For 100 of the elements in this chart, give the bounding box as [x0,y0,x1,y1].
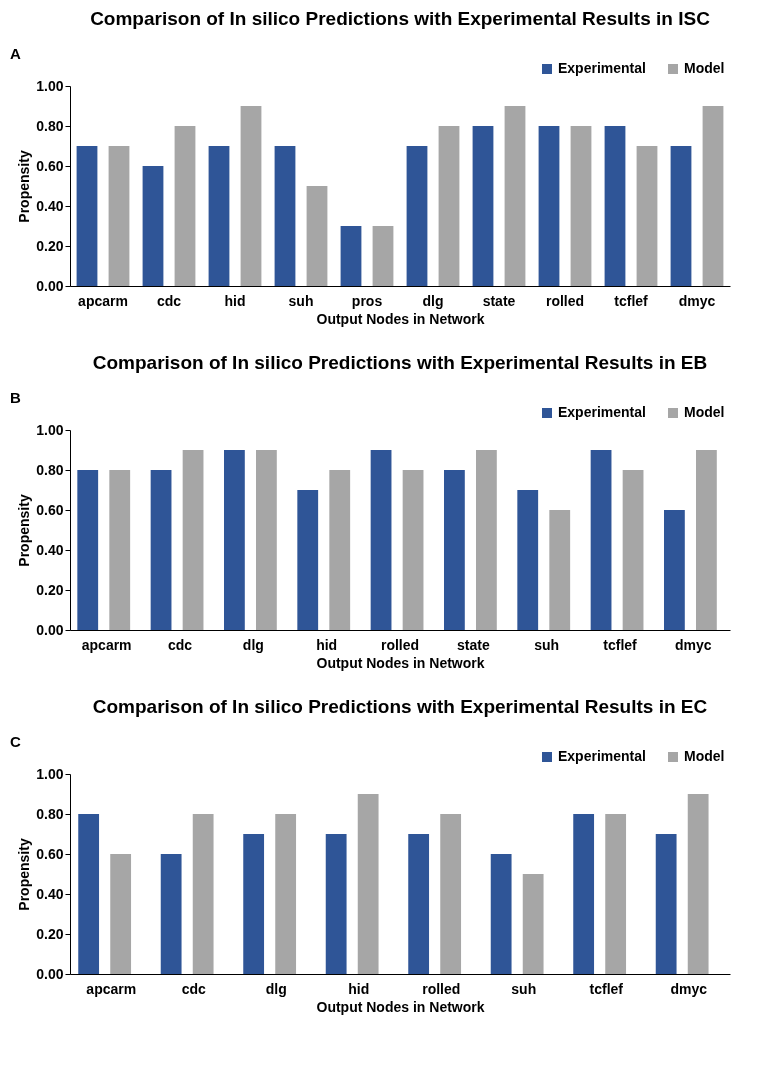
bar [174,126,196,286]
x-axis-title: Output Nodes in Network [316,998,485,1015]
chart-title: Comparison of In silico Predictions with Experimental Results in EB [92,352,708,373]
bar [274,146,296,286]
x-tick-label: rolled [422,980,461,997]
bar [622,470,644,630]
bar [370,450,392,630]
bar [472,126,494,286]
bar [77,470,99,630]
x-tick-label: hid [348,980,370,997]
y-tick-label: 0.20 [36,581,64,598]
x-tick-label: tcflef [603,636,638,653]
bar [490,854,512,974]
x-tick-label: dmyc [670,980,708,997]
x-tick-label: suh [534,636,560,653]
bar [406,146,428,286]
chart-title: Comparison of In silico Predictions with Experimental Results in EC [92,696,708,717]
bar [605,814,627,974]
bar [590,450,612,630]
bar [636,146,658,286]
y-tick-label: 0.80 [36,117,64,134]
bar [208,146,230,286]
y-tick-label: 1.00 [36,421,64,438]
y-tick-label: 0.00 [36,621,64,638]
legend-label: Model [684,60,725,76]
x-tick-label: state [482,292,516,309]
bar [687,794,709,974]
x-tick-label: cdc [181,980,207,997]
bar [340,226,362,286]
y-axis-title: Propensity [16,838,33,911]
bar [224,450,245,630]
bar [150,470,172,630]
bar [110,854,132,974]
legend-label: Experimental [558,404,646,420]
bar [440,814,462,974]
y-tick-label: 0.40 [36,541,64,558]
bar [275,814,297,974]
bar [329,470,351,630]
bar [570,126,592,286]
bar [306,186,328,286]
bar [438,126,460,286]
y-tick-label: 0.40 [36,885,64,902]
chart-title: Comparison of In silico Predictions with Experimental Results in ISC [90,8,711,29]
bar [664,510,685,630]
y-tick-label: 1.00 [36,77,64,94]
bar [702,106,724,286]
bar [192,814,214,974]
x-tick-label: rolled [545,292,585,309]
x-tick-label: tcflef [589,980,624,997]
y-tick-label: 0.20 [36,925,64,942]
bar [604,126,626,286]
bar [522,874,544,974]
x-tick-label: apcarm [78,292,128,309]
bar [108,146,130,286]
bar [372,226,394,286]
bar [655,834,677,974]
legend-label: Experimental [558,748,646,764]
text: C [10,733,21,750]
y-tick-label: 0.40 [36,197,64,214]
bar [517,490,539,630]
bar [408,834,430,974]
y-tick-label: 0.80 [36,461,64,478]
x-tick-label: dmyc [678,292,716,309]
bar [476,450,497,630]
x-tick-label: dlg [422,292,444,309]
x-axis-title: Output Nodes in Network [316,310,485,327]
x-tick-label: tcflef [614,292,649,309]
text: A [10,45,21,62]
x-tick-label: suh [511,980,537,997]
bar [696,450,717,630]
bar [109,470,131,630]
y-tick-label: 0.60 [36,157,64,174]
x-tick-label: dmyc [675,636,712,653]
x-tick-label: state [456,636,490,653]
y-axis-title: Propensity [16,494,33,567]
x-tick-label: apcarm [81,636,132,653]
bar [549,510,571,630]
y-axis-title: Propensity [16,150,33,223]
x-tick-label: pros [351,292,383,309]
bar [182,450,204,630]
y-tick-label: 0.00 [36,965,64,982]
x-tick-label: cdc [156,292,182,309]
legend-label: Experimental [558,60,646,76]
bar [243,834,265,974]
y-tick-label: 0.60 [36,501,64,518]
x-tick-label: hid [224,292,246,309]
bar [160,854,182,974]
bar [142,166,164,286]
y-tick-label: 1.00 [36,765,64,782]
bar [538,126,560,286]
bar [78,814,100,974]
bar [402,470,424,630]
text: B [10,389,21,406]
x-axis-title: Output Nodes in Network [316,654,485,671]
bar [357,794,379,974]
x-tick-label: dlg [265,980,287,997]
bar [76,146,98,286]
bar [256,450,277,630]
y-tick-label: 0.60 [36,845,64,862]
bar [504,106,526,286]
